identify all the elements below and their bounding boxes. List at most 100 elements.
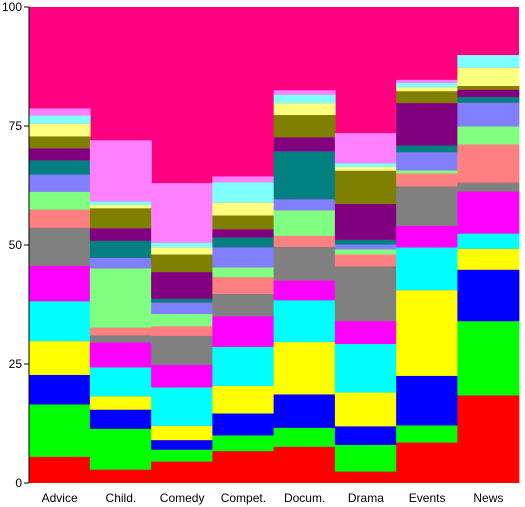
bar-segment-1-advice [28, 456, 91, 483]
bar-segment-13-drama [334, 170, 397, 205]
bar-segment-15-advice [28, 115, 91, 124]
bar-segment-2-news [457, 321, 520, 396]
bar-segment-4-child [89, 396, 152, 410]
bar-segment-4-comedy [151, 425, 214, 441]
bar-segment-1-child [89, 469, 152, 483]
bar-segment-5-events [396, 247, 459, 291]
bar-segment-11-docum [273, 151, 336, 200]
bar-segment-9-child [89, 268, 152, 328]
bar-segment-12-child [89, 228, 152, 241]
bar-segment-14-child [89, 205, 152, 209]
bar-segment-1-comedy [151, 461, 214, 483]
bar-segment-12-advice [28, 148, 91, 161]
bar-segment-11-child [89, 240, 152, 258]
bar-segment-10-events [396, 152, 459, 171]
bar-segment-14-drama [334, 166, 397, 171]
bar-segment-10-drama [334, 244, 397, 250]
bar-segment-3-compet [212, 413, 275, 436]
bar-segment-9-events [396, 170, 459, 174]
bar-segment-7-docum [273, 246, 336, 281]
bar-segment-7-comedy [151, 335, 214, 365]
bar-segment-16-compet [212, 176, 275, 183]
bar-segment-10-advice [28, 174, 91, 192]
bar-segment-15-docum [273, 94, 336, 104]
bar-segment-5-news [457, 233, 520, 249]
bar-segment-16-events [396, 79, 459, 83]
bar-segment-16-comedy [151, 183, 214, 243]
y-tick-label-100: 100 [2, 0, 22, 14]
bar-segment-2-advice [28, 404, 91, 457]
bar-segment-8-comedy [151, 326, 214, 336]
x-tick-label-news: News [473, 491, 503, 505]
x-tick-label-child: Child. [106, 491, 137, 505]
bar-segment-8-news [457, 144, 520, 183]
bar-segment-6-drama [334, 321, 397, 345]
bar-segment-10-child [89, 257, 152, 269]
bar-segment-12-compet [212, 229, 275, 238]
bar-segment-6-events [396, 225, 459, 248]
bar-segment-6-compet [212, 316, 275, 347]
bar-segment-15-news [457, 55, 520, 68]
bar-segment-1-compet [212, 451, 275, 483]
bar-segment-9-compet [212, 267, 275, 278]
bar-segment-4-docum [273, 342, 336, 395]
x-tick-label-events: Events [409, 491, 446, 505]
bar-segment-1-news [457, 395, 520, 483]
bar-segment-3-docum [273, 394, 336, 428]
bar-segment-5-comedy [151, 387, 214, 426]
bar-segment-6-comedy [151, 364, 214, 388]
bar-segment-2-events [396, 425, 459, 443]
bar-segment-11-compet [212, 237, 275, 248]
bar-segment-9-news [457, 126, 520, 145]
bar-segment-3-events [396, 375, 459, 426]
bar-segment-7-drama [334, 266, 397, 322]
bar-segment-14-advice [28, 123, 91, 137]
bar-segment-3-news [457, 269, 520, 322]
y-tick-label-0: 0 [15, 476, 22, 490]
bar-segment-6-advice [28, 265, 91, 302]
bar-segment-11-advice [28, 160, 91, 175]
bar-segment-13-child [89, 208, 152, 229]
x-tick-label-comedy: Comedy [160, 491, 205, 505]
bar-segment-2-drama [334, 444, 397, 472]
bar-segment-14-docum [273, 103, 336, 116]
bar-segment-3-advice [28, 374, 91, 405]
bar-segment-8-events [396, 173, 459, 187]
x-tick-label-advice: Advice [42, 491, 78, 505]
bar-segment-14-compet [212, 202, 275, 216]
bar-segment-3-drama [334, 426, 397, 445]
bar-segment-16-drama [334, 133, 397, 164]
bar-segment-12-comedy [151, 272, 214, 299]
bar-segment-15-drama [334, 163, 397, 167]
bar-segment-11-drama [334, 239, 397, 245]
bar-segment-12-news [457, 89, 520, 97]
x-tick-label-compet: Compet. [221, 491, 266, 505]
bar-segment-14-comedy [151, 247, 214, 255]
bar-segment-10-docum [273, 199, 336, 211]
bar-segment-4-advice [28, 341, 91, 375]
bar-segment-2-child [89, 428, 152, 470]
bar-segment-7-compet [212, 294, 275, 317]
bar-segment-8-advice [28, 209, 91, 228]
bar-segment-15-compet [212, 182, 275, 203]
bar-segment-13-news [457, 86, 520, 90]
bar-segment-5-drama [334, 344, 397, 393]
bars-layer [28, 55, 520, 483]
bar-segment-16-docum [273, 90, 336, 95]
x-tick-label-docum: Docum. [284, 491, 325, 505]
bar-segment-13-comedy [151, 254, 214, 273]
bar-segment-13-docum [273, 115, 336, 138]
bar-segment-12-docum [273, 137, 336, 152]
bar-segment-15-child [89, 201, 152, 206]
bar-segment-2-docum [273, 427, 336, 447]
bar-segment-15-comedy [151, 242, 214, 248]
bar-segment-8-docum [273, 235, 336, 247]
bar-segment-5-compet [212, 346, 275, 386]
bar-segment-9-docum [273, 210, 336, 236]
bar-segment-8-child [89, 327, 152, 336]
bar-segment-7-news [457, 182, 520, 192]
bar-segment-6-docum [273, 280, 336, 301]
axes-layer: 0 25 50 75 100 Advice Child. Comedy Compet. Docum… [2, 0, 503, 505]
bar-segment-16-child [89, 140, 152, 202]
bar-segment-9-advice [28, 191, 91, 210]
